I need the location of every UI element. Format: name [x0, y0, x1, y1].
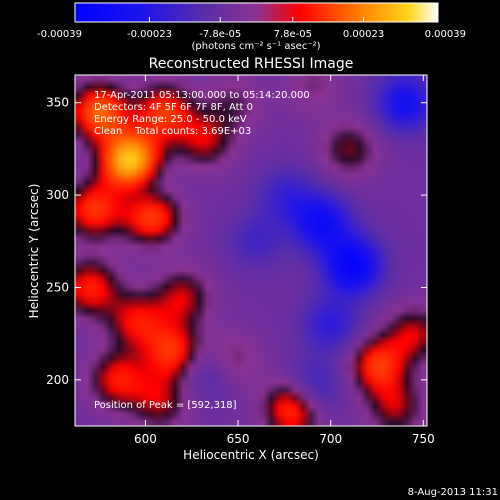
- x-tick-label: 600: [134, 432, 157, 446]
- plot-frame: [74, 74, 428, 427]
- colorbar-tick-label: -0.00023: [127, 29, 172, 40]
- colorbar-unit-label: (photons cm⁻² s⁻¹ asec⁻²): [191, 41, 320, 52]
- x-tick-label: 650: [227, 432, 250, 446]
- footer-date: 8-Aug-2013 11:31: [408, 487, 498, 498]
- x-tick-label: 700: [319, 432, 342, 446]
- annotation-time-range: 17-Apr-2011 05:13:00.000 to 05:14:20.000: [94, 90, 310, 101]
- y-axis-ticks: 200 250 300 350: [46, 96, 427, 387]
- colorbar-ticks: -0.00039 -0.00023 -7.8e-05 7.8e-05 0.00023 0.…: [37, 17, 466, 40]
- y-tick-label: 200: [46, 373, 69, 387]
- heatmap-plot: [75, 75, 427, 426]
- colorbar-tick-label: 0.00023: [343, 29, 384, 40]
- annotation-detectors: Detectors: 4F 5F 6F 7F 8F, Att 0: [94, 102, 253, 113]
- y-axis-label: Heliocentric Y (arcsec): [27, 184, 41, 319]
- annotation-total-counts: Clean Total counts: 3.69E+03: [94, 126, 251, 137]
- y-tick-label: 300: [46, 188, 69, 202]
- x-axis-label: Heliocentric X (arcsec): [183, 448, 319, 462]
- colorbar-tick-label: -0.00039: [37, 29, 82, 40]
- annotation-energy-range: Energy Range: 25.0 - 50.0 keV: [94, 114, 247, 125]
- heatmap-image: [75, 75, 427, 426]
- colorbar-tick-label: 7.8e-05: [274, 29, 312, 40]
- x-tick-label: 750: [412, 432, 435, 446]
- chart-title: Reconstructed RHESSI Image: [149, 56, 354, 72]
- y-tick-label: 250: [46, 280, 69, 294]
- colorbar-tick-label: 0.00039: [425, 29, 466, 40]
- x-axis-ticks: 600 650 700 750: [134, 75, 435, 446]
- colorbar: [74, 2, 439, 23]
- colorbar-tick-label: -7.8e-05: [199, 29, 241, 40]
- y-tick-label: 350: [46, 96, 69, 110]
- peak-position-label: Position of Peak = [592,318]: [94, 400, 237, 411]
